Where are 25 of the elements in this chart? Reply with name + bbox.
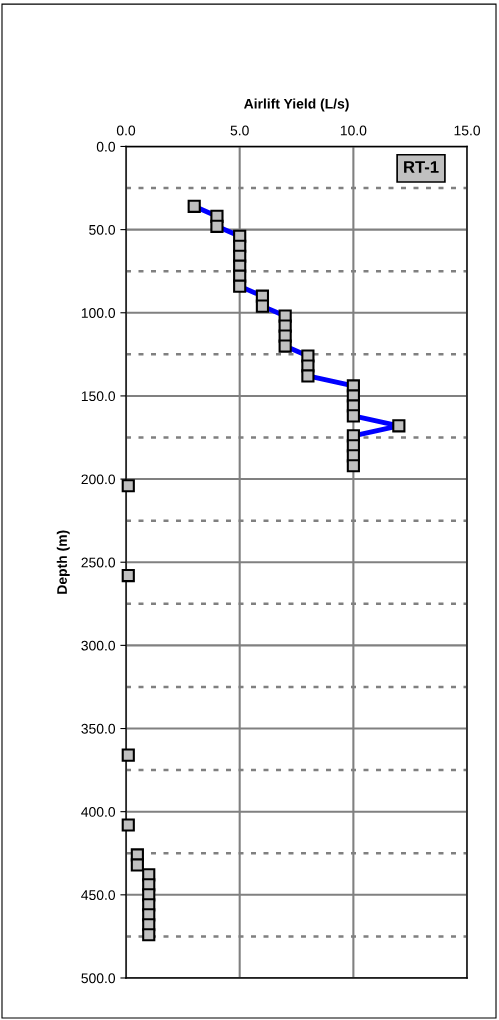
x-tick-label: 15.0 [454, 125, 481, 136]
x-tick-label: 0.0 [116, 125, 136, 136]
y-tick-label: 450.0 [81, 890, 116, 900]
y-tick-label: 500.0 [81, 973, 116, 984]
point [346, 459, 360, 473]
y-tick-label: 200.0 [81, 474, 116, 485]
y-tick-label: 400.0 [81, 807, 116, 817]
annotation: RT-1 [404, 161, 439, 173]
y-tick-label: 300.0 [81, 640, 116, 651]
point [121, 818, 135, 832]
point [121, 479, 135, 493]
x-tick-label: 5.0 [230, 125, 249, 136]
point [130, 858, 144, 872]
point [142, 928, 156, 942]
y-tick-label: 0.0 [96, 141, 116, 152]
y-tick-label: 100.0 [81, 308, 116, 318]
point [121, 748, 135, 762]
y-axis-title: Depth (m) [56, 530, 70, 594]
y-tick-label: 50.0 [89, 224, 116, 235]
x-tick-label: 10.0 [340, 125, 367, 136]
point [121, 568, 135, 583]
y-tick-label: 350.0 [81, 723, 116, 734]
y-tick-label: 150.0 [81, 391, 116, 402]
y-tick-label: 250.0 [81, 557, 116, 568]
x-axis-title: Airlift Yield (L/s) [244, 98, 349, 112]
